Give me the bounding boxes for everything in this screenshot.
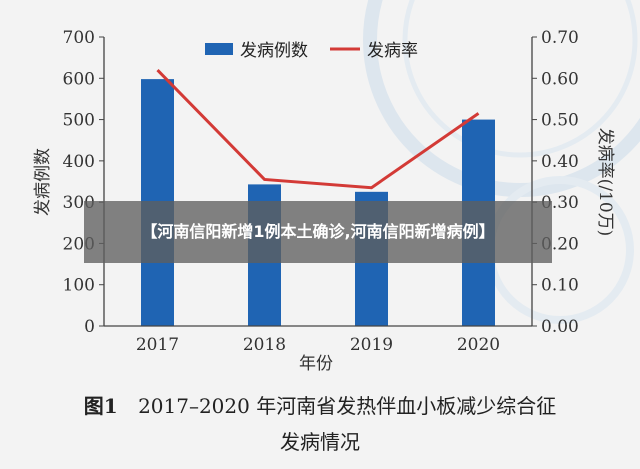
y-left-tick-label: 600 xyxy=(63,69,95,89)
figure-caption: 图1 2017–2020 年河南省发热伴血小板减少综合征 发病情况 xyxy=(0,388,640,460)
news-headline-overlay: 【河南信阳新增1例本土确诊,河南信阳新增病例】 xyxy=(84,201,552,263)
news-headline-text: 【河南信阳新增1例本土确诊,河南信阳新增病例】 xyxy=(141,222,495,241)
legend-line-label: 发病率 xyxy=(367,41,418,61)
x-tick-label: 2017 xyxy=(136,335,179,355)
figure-label: 图1 xyxy=(83,394,118,418)
legend-bar-label: 发病例数 xyxy=(240,41,308,61)
caption-line-2: 发病情况 xyxy=(280,430,360,454)
rate-line xyxy=(156,68,480,190)
y-right-tick-label: 0.40 xyxy=(541,152,579,172)
y-right-label: 发病率(/10万) xyxy=(595,128,615,237)
x-tick-label: 2018 xyxy=(243,335,286,355)
y-right-tick-label: 0.50 xyxy=(541,111,579,131)
y-right-tick-label: 0.00 xyxy=(541,317,579,337)
x-tick-label: 2019 xyxy=(350,335,393,355)
y-left-tick-label: 100 xyxy=(63,276,95,296)
caption-line-1: 2017–2020 年河南省发热伴血小板减少综合征 xyxy=(138,394,557,418)
y-right-tick-label: 0.10 xyxy=(541,276,579,296)
y-right-tick-label: 0.60 xyxy=(541,69,579,89)
y-left-tick-label: 700 xyxy=(63,28,95,48)
x-axis-label: 年份 xyxy=(299,354,333,374)
legend-bar-swatch xyxy=(205,43,233,55)
y-right-tick-label: 0.70 xyxy=(541,28,579,48)
y-left-tick-label: 500 xyxy=(63,111,95,131)
x-tick-label: 2020 xyxy=(457,335,500,355)
y-left-label: 发病例数 xyxy=(33,148,53,216)
y-left-tick-label: 0 xyxy=(84,317,95,337)
y-left-tick-label: 400 xyxy=(63,152,95,172)
